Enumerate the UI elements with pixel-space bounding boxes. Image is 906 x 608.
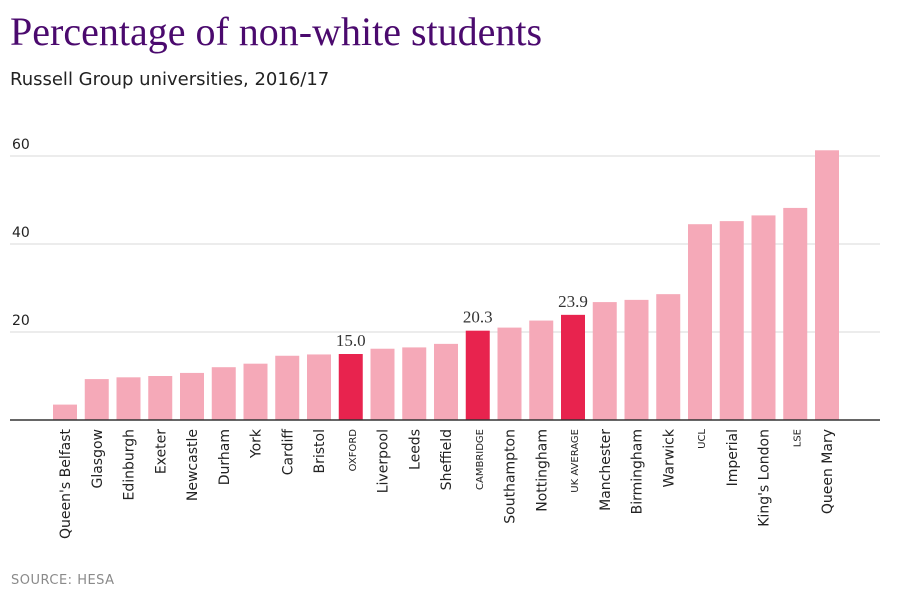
x-tick-label: Exeter [153,429,169,474]
data-label: 15.0 [336,331,366,350]
x-tick-label: Southampton [503,429,519,524]
x-tick-label: UK AVERAGE [570,429,581,493]
y-tick-label: 20 [12,313,30,329]
bar [624,299,649,420]
x-tick-label: LSE [792,429,803,447]
chart-subtitle: Russell Group universities, 2016/17 [10,69,330,90]
data-label: 20.3 [463,308,493,327]
bar [338,354,363,420]
bar [370,348,395,420]
bar [243,363,268,420]
x-tick-label: Edinburgh [122,429,138,501]
bar [275,355,300,420]
x-tick-label: CAMBRIDGE [475,429,486,490]
x-tick-label: Nottingham [534,429,550,512]
bar [307,354,331,420]
bar [402,347,427,420]
bar [656,294,681,420]
x-tick-label: King's London [757,429,773,527]
x-tick-label: Imperial [725,429,741,486]
bar [53,404,77,420]
bar [561,314,585,420]
bar [116,377,141,420]
bar [211,367,236,420]
x-tick-label: Newcastle [185,429,201,501]
bar [497,327,522,420]
bar [148,376,173,420]
x-tick-label: Queen Mary [820,429,836,514]
x-tick-label: Manchester [598,429,614,511]
x-tick-label: Glasgow [90,429,106,489]
bar [688,224,712,420]
x-tick-label: Birmingham [630,429,646,514]
x-tick-label: UCL [697,429,708,449]
x-tick-label: Warwick [661,428,677,487]
x-tick-label: Liverpool [376,429,392,493]
bar [434,343,458,420]
x-tick-label: Queen's Belfast [58,428,74,538]
x-tick-label: Durham [217,429,233,485]
bar [84,379,109,420]
data-label: 23.9 [558,292,588,311]
x-tick-label: York [249,428,265,459]
y-tick-label: 60 [12,137,30,153]
x-tick-label: Bristol [312,429,328,474]
source-note: SOURCE: HESA [11,573,115,588]
bar [592,302,617,420]
bar [180,372,204,420]
bar [815,150,839,420]
x-tick-label: Leeds [407,429,423,470]
bar [465,330,490,420]
x-tick-label: Sheffield [439,429,455,490]
bar [783,207,808,420]
bar [751,215,776,420]
x-tick-label: Cardiff [280,429,296,476]
y-tick-label: 40 [12,225,30,241]
chart-title: Percentage of non-white students [10,9,543,54]
bar [529,320,554,420]
bar [719,221,744,420]
x-tick-label: OXFORD [348,429,359,472]
